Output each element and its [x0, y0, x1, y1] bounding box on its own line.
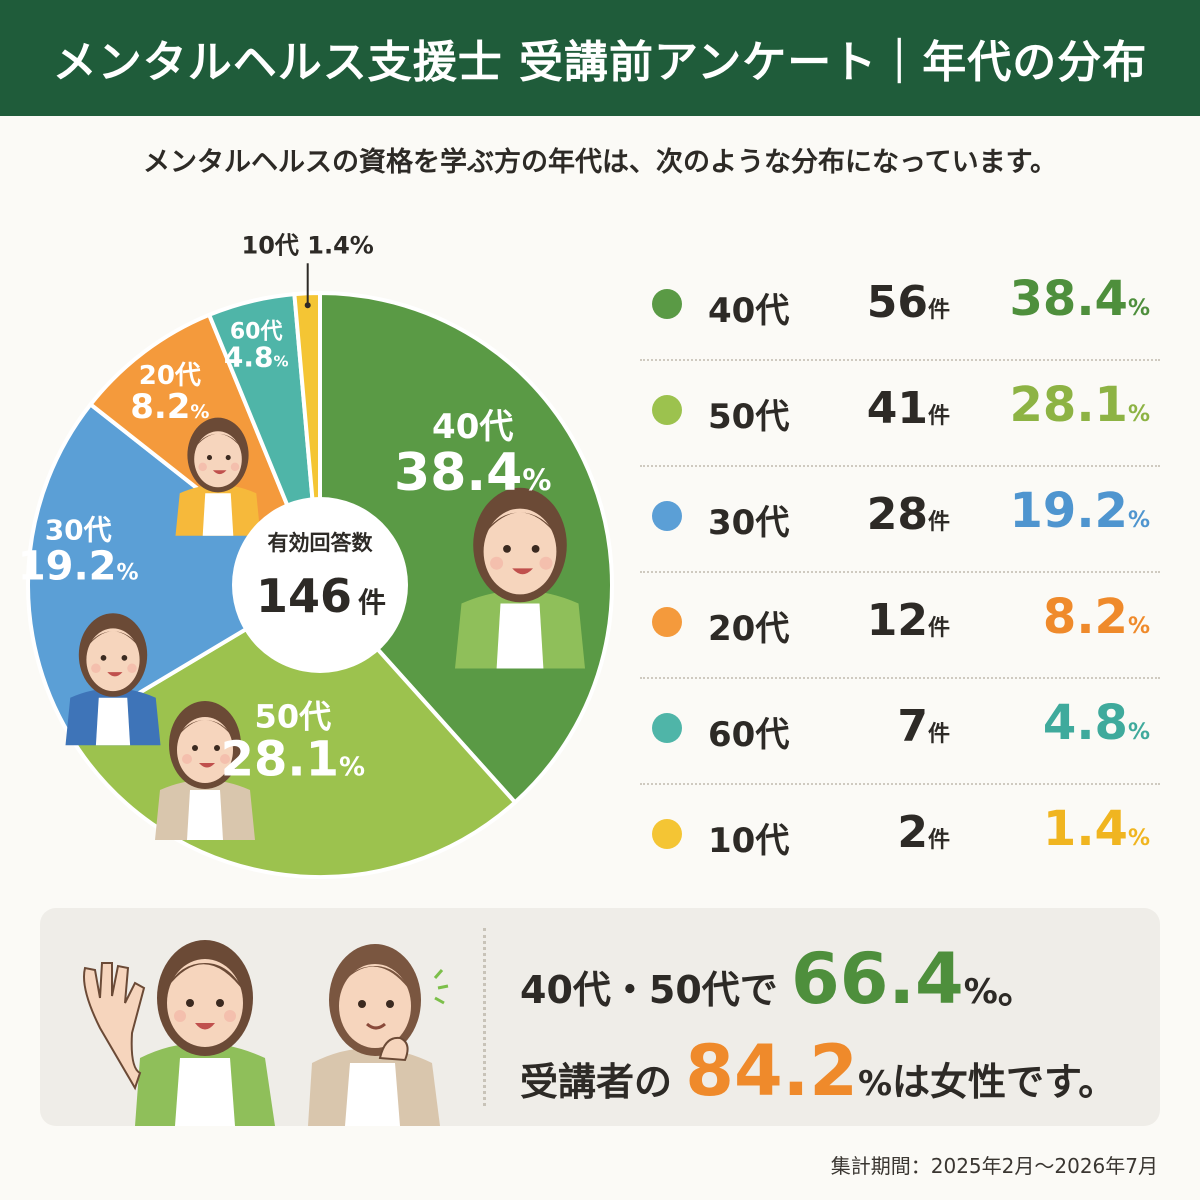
legend-percent-unit: %: [1127, 296, 1150, 321]
legend-count: 7件: [897, 701, 950, 752]
pie-center: [232, 497, 408, 673]
summary-line1-suffix: 。: [997, 968, 1036, 1012]
legend-age-label: 20代: [708, 609, 790, 649]
summary-line-age: 40代・50代で 66.4%。: [520, 938, 1036, 1020]
legend-swatch: [652, 607, 682, 637]
legend-percent-unit: %: [1127, 614, 1150, 639]
slice-label-3: 20代: [139, 361, 201, 391]
center-total: 146: [256, 569, 352, 623]
legend-swatch: [652, 289, 682, 319]
legend-swatch: [652, 395, 682, 425]
legend-age-label: 60代: [708, 715, 790, 755]
legend-count-unit: 件: [927, 828, 950, 853]
legend-swatch: [652, 819, 682, 849]
summary-line1-value: 66.4: [791, 938, 964, 1020]
legend-percent: 19.2%: [1009, 483, 1150, 539]
legend-swatch: [652, 713, 682, 743]
woman-20s-illustration: [175, 417, 261, 536]
page-title: メンタルヘルス支援士 受講前アンケート｜年代の分布: [52, 37, 1148, 88]
woman-40s-illustration: [455, 487, 585, 669]
page-subtitle: メンタルヘルスの資格を学ぶ方の年代は、次のような分布になっています。: [143, 147, 1057, 178]
legend-percent: 28.1%: [1009, 377, 1150, 433]
woman-50s-illustration: [155, 701, 255, 840]
legend-count-unit: 件: [927, 298, 950, 323]
woman-waving-illustration: [83, 940, 275, 1126]
legend-row: 50代 41件 28.1%: [640, 361, 1160, 467]
person-illustrations: [65, 417, 585, 840]
legend-age-label: 30代: [708, 503, 790, 543]
legend-count: 56件: [866, 277, 950, 328]
summary-line1-prefix: 40代・50代で: [520, 968, 778, 1012]
legend-count: 2件: [897, 807, 950, 858]
summary-line2-unit: %: [857, 1064, 893, 1104]
legend-percent-unit: %: [1127, 720, 1150, 745]
legend-percent: 8.2%: [1042, 589, 1150, 645]
legend-percent-unit: %: [1127, 508, 1150, 533]
legend-percent-unit: %: [1127, 826, 1150, 851]
summary-line2-suffix: は女性です。: [892, 1060, 1117, 1104]
legend-age-label: 10代: [708, 821, 790, 861]
slice-label-0: 40代: [432, 407, 513, 447]
legend-row: 40代 56件 38.4%: [640, 255, 1160, 361]
legend-percent: 38.4%: [1009, 271, 1150, 327]
legend-row: 30代 28件 19.2%: [640, 467, 1160, 573]
bottom-illustrations: [83, 940, 449, 1126]
summary-line2-value: 84.2: [685, 1030, 858, 1112]
legend-percent-unit: %: [1127, 402, 1150, 427]
legend-count: 28件: [866, 489, 950, 540]
callout-dot: [304, 302, 311, 309]
legend-age-label: 50代: [708, 397, 790, 437]
legend-count-unit: 件: [927, 722, 950, 747]
legend-percent: 1.4%: [1042, 801, 1150, 857]
legend-table: 40代 56件 38.4% 50代 41件 28.1% 30代 28件 19.2% 20代 12件 8…: [640, 255, 1160, 891]
woman-thinking-illustration: [308, 944, 449, 1126]
summary-box: 40代・50代で 66.4%。 受講者の 84.2%は女性です。: [40, 908, 1160, 1126]
center-unit: 件: [358, 586, 386, 619]
callout-10s: 10代 1.4%: [242, 231, 374, 309]
woman-30s-illustration: [65, 613, 161, 746]
header-banner: メンタルヘルス支援士 受講前アンケート｜年代の分布: [0, 0, 1200, 116]
legend-count: 12件: [866, 595, 950, 646]
survey-period: 集計期間：2025年2月〜2026年7月: [830, 1154, 1158, 1178]
summary-line2-prefix: 受講者の: [520, 1060, 673, 1104]
slice-label-1: 50代: [255, 698, 332, 736]
summary-divider: [483, 928, 486, 1106]
legend-percent: 4.8%: [1042, 695, 1150, 751]
slice-label-2: 30代: [45, 513, 112, 546]
legend-swatch: [652, 501, 682, 531]
center-label: 有効回答数: [268, 531, 374, 555]
pie-slice-0: [318, 290, 614, 806]
slice-percent-unit-3: %: [190, 401, 209, 423]
slice-percent-unit-1: %: [339, 753, 365, 783]
callout-label: 10代 1.4%: [242, 231, 374, 259]
legend-row: 60代 7件 4.8%: [640, 679, 1160, 785]
legend-count: 41件: [866, 383, 950, 434]
legend-row: 10代 2件 1.4%: [640, 785, 1160, 891]
summary-line-gender: 受講者の 84.2%は女性です。: [520, 1030, 1116, 1112]
slice-percent-4: 4.8%: [224, 340, 289, 373]
slice-percent-unit-4: %: [273, 352, 288, 370]
slice-percent-unit-0: %: [522, 463, 551, 497]
slice-label-4: 60代: [230, 319, 283, 344]
summary-line1-unit: %: [963, 972, 998, 1012]
legend-age-label: 40代: [708, 291, 790, 331]
legend-count-unit: 件: [927, 404, 950, 429]
legend-count-unit: 件: [927, 616, 950, 641]
legend-count-unit: 件: [927, 510, 950, 535]
legend-row: 20代 12件 8.2%: [640, 573, 1160, 679]
slice-percent-unit-2: %: [117, 560, 139, 585]
